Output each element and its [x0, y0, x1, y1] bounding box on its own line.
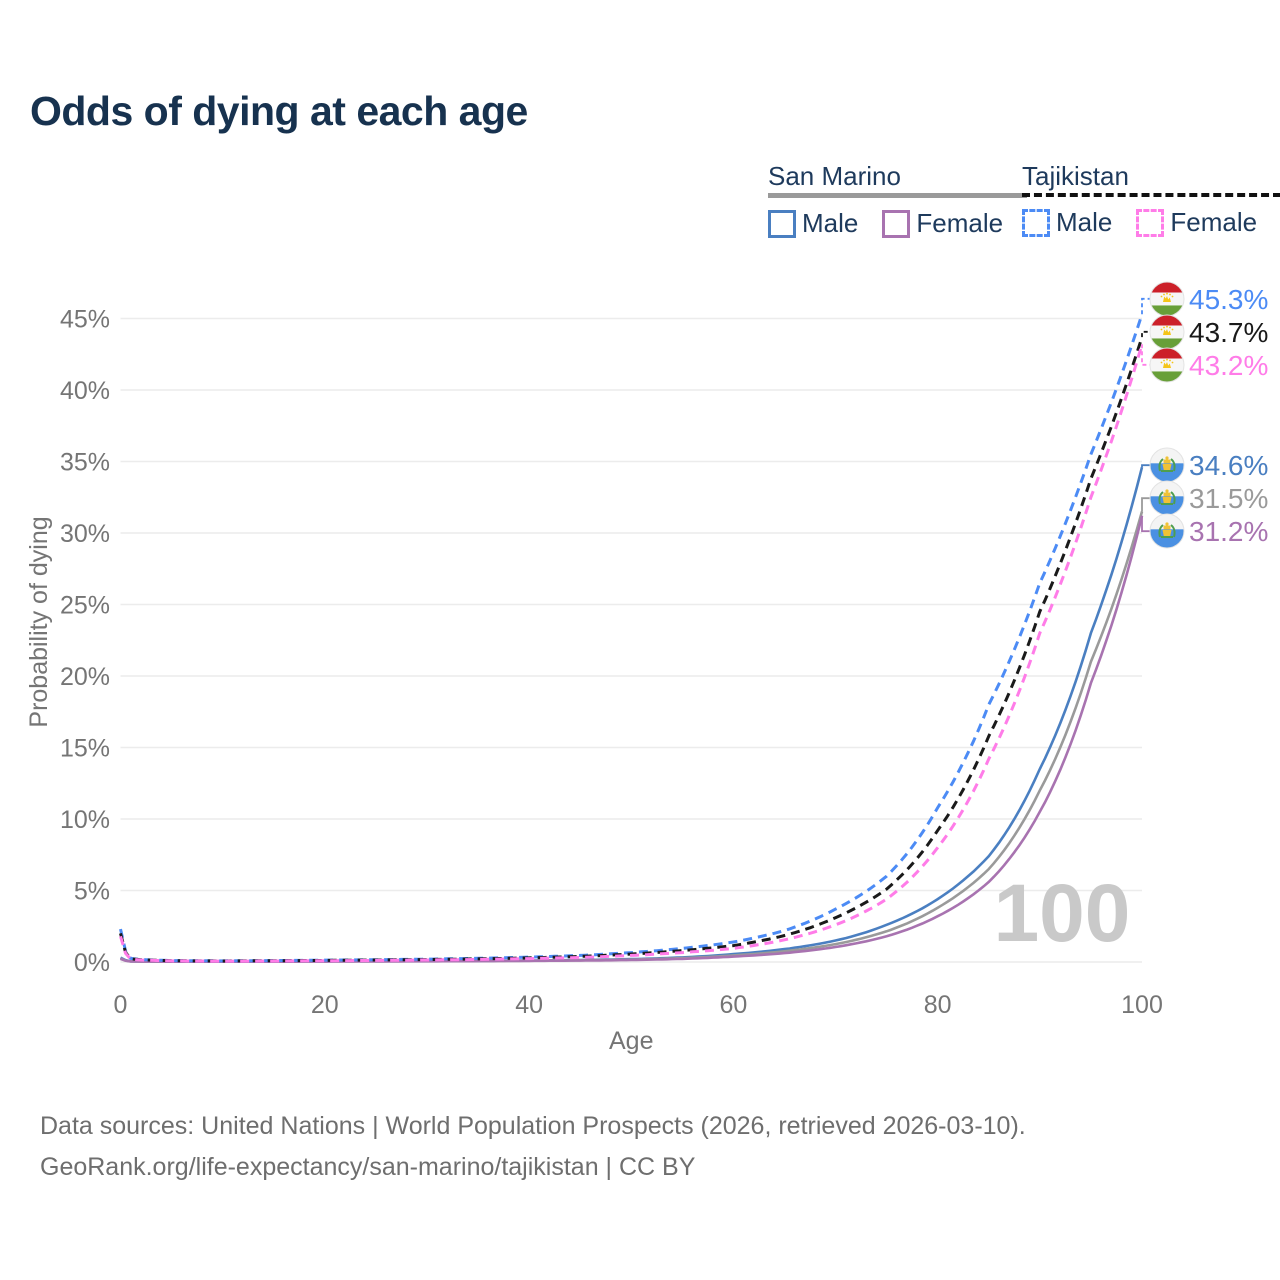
y-tick-label: 30%	[60, 520, 110, 548]
end-label-connector	[1141, 297, 1150, 315]
legend-group-san-marino: San Marino Male Female	[768, 161, 1028, 239]
x-axis-title: Age	[609, 1027, 653, 1055]
watermark-age-100: 100	[994, 868, 1131, 959]
legend-item-san-marino-female[interactable]: Female	[882, 208, 1003, 239]
y-tick-label: 25%	[60, 592, 110, 620]
y-tick-label: 0%	[74, 949, 110, 977]
end-label-connector	[1141, 464, 1150, 468]
x-tick-label: 80	[924, 991, 952, 1019]
legend-group-title-tajikistan: Tajikistan	[1022, 161, 1129, 191]
legend-swatch-icon	[1022, 208, 1050, 237]
tajikistan-flag-icon	[1149, 281, 1185, 317]
footer: Data sources: United Nations | World Pop…	[40, 1106, 1026, 1188]
legend-swatch-icon	[1136, 208, 1165, 237]
x-tick-label: 100	[1121, 991, 1163, 1019]
end-value-label-tj_male: 45.3%	[1189, 284, 1268, 315]
page-title: Odds of dying at each age	[30, 88, 528, 134]
end-label-connector	[1141, 344, 1150, 366]
y-tick-label: 40%	[60, 377, 110, 405]
y-tick-label: 45%	[60, 306, 110, 334]
end-value-label-tj_both: 43.7%	[1189, 317, 1268, 348]
end-label-connector	[1141, 497, 1150, 512]
san-marino-flag-icon	[1149, 447, 1185, 483]
y-tick-label: 20%	[60, 663, 110, 691]
legend-item-san-marino-male[interactable]: Male	[768, 208, 858, 239]
y-tick-label: 5%	[74, 878, 110, 906]
legend-item-label: Male	[802, 208, 859, 238]
series-line-sm_male[interactable]	[119, 466, 1144, 963]
end-value-label-sm_male: 34.6%	[1189, 450, 1268, 481]
y-tick-label: 35%	[60, 449, 110, 477]
legend-underline-dashed	[1022, 193, 1280, 197]
end-label-connector	[1141, 515, 1150, 533]
series-line-tj_female[interactable]	[119, 343, 1144, 963]
x-tick-label: 40	[515, 991, 543, 1019]
legend-underline-solid	[768, 193, 1028, 198]
legend-item-tajikistan-male[interactable]: Male	[1022, 207, 1112, 238]
tajikistan-flag-icon	[1149, 347, 1185, 383]
legend-item-label: Male	[1056, 207, 1113, 237]
end-value-label-tj_female: 43.2%	[1189, 350, 1268, 381]
y-axis-title: Probability of dying	[25, 516, 53, 727]
x-tick-label: 20	[311, 991, 339, 1019]
y-tick-label: 10%	[60, 806, 110, 834]
san-marino-flag-icon	[1149, 480, 1185, 516]
footer-data-sources: Data sources: United Nations | World Pop…	[40, 1112, 1026, 1140]
y-tick-label: 15%	[60, 735, 110, 763]
legend-group-tajikistan: Tajikistan Male Female	[1022, 162, 1280, 238]
legend-item-label: Female	[916, 208, 1004, 238]
tajikistan-flag-icon	[1149, 314, 1185, 350]
end-value-label-sm_both: 31.5%	[1189, 483, 1268, 514]
san-marino-flag-icon	[1149, 513, 1185, 549]
legend-swatch-icon	[882, 209, 911, 238]
x-tick-label: 0	[114, 991, 128, 1019]
legend-swatch-icon	[768, 209, 796, 238]
legend-group-title-san-marino: San Marino	[768, 161, 901, 191]
series-line-tj_male[interactable]	[119, 313, 1144, 963]
legend-item-label: Female	[1170, 207, 1258, 237]
x-tick-label: 60	[719, 991, 747, 1019]
end-value-label-sm_female: 31.2%	[1189, 516, 1268, 547]
end-label-connector	[1141, 330, 1150, 338]
legend-item-tajikistan-female[interactable]: Female	[1136, 207, 1257, 238]
footer-attribution: GeoRank.org/life-expectancy/san-marino/t…	[40, 1153, 696, 1181]
